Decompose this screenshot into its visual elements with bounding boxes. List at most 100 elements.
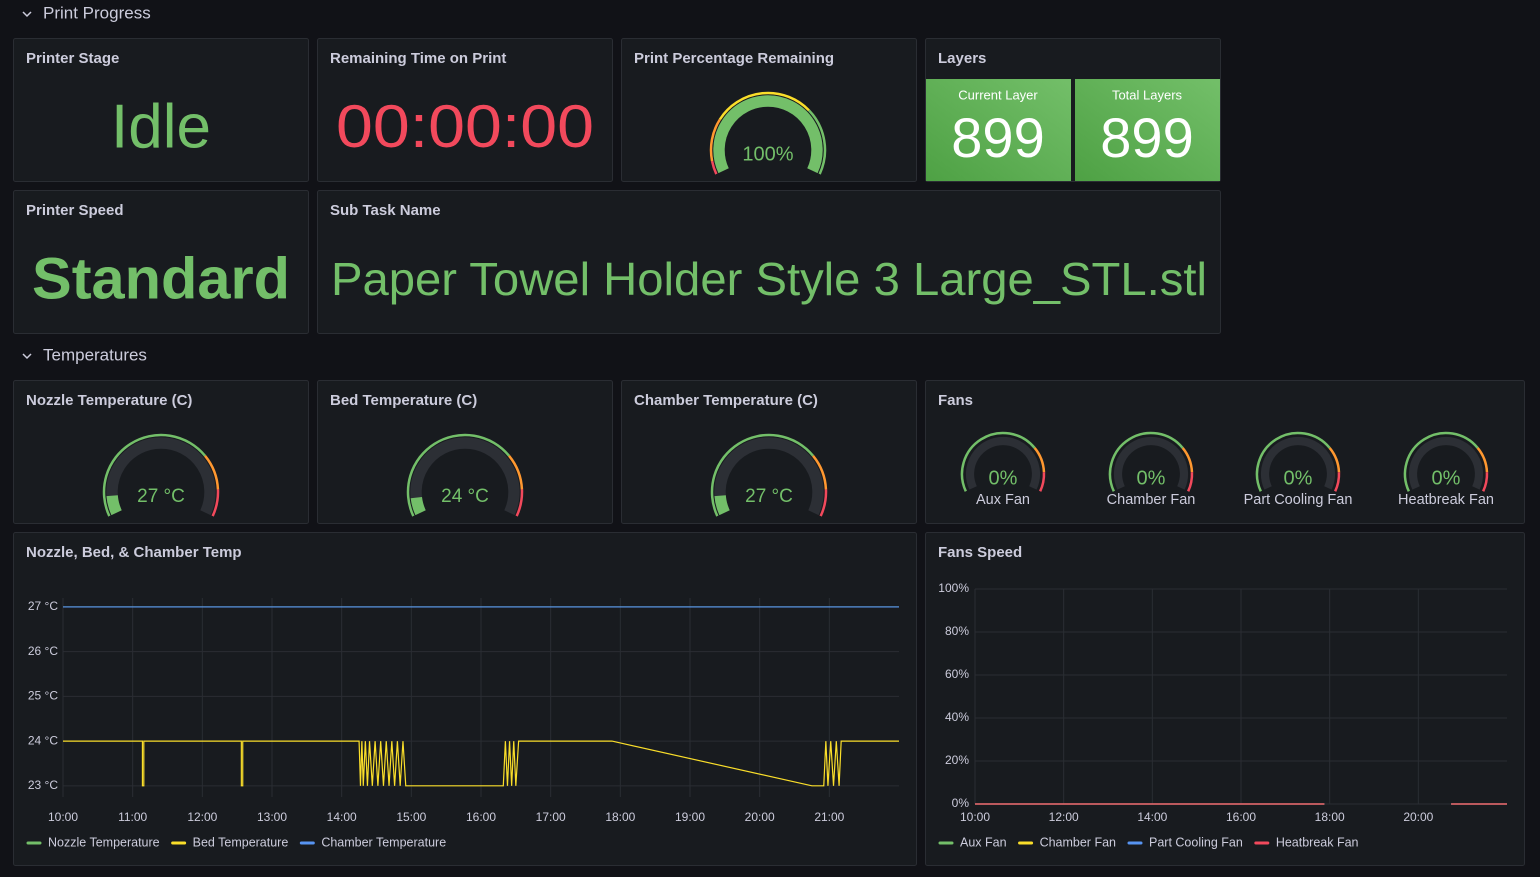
panel-title: Remaining Time on Print xyxy=(330,50,506,67)
gauge-name: Chamber Fan xyxy=(1107,492,1196,508)
x-tick-label: 19:00 xyxy=(675,810,705,824)
legend-label: Part Cooling Fan xyxy=(1149,835,1243,849)
panel xyxy=(925,380,1525,524)
gauge-label: 100% xyxy=(742,143,793,165)
panel xyxy=(925,532,1525,866)
legend-label: Bed Temperature xyxy=(193,835,289,849)
x-tick-label: 13:00 xyxy=(257,810,287,824)
panel xyxy=(13,190,309,334)
gauge-threshold xyxy=(808,109,827,175)
panel xyxy=(13,380,309,524)
stat-value: 899 xyxy=(951,106,1044,169)
gauge-threshold xyxy=(709,118,721,162)
gauge-label: 27 °C xyxy=(137,486,185,507)
x-tick-label: 10:00 xyxy=(48,810,78,824)
x-tick-label: 12:00 xyxy=(1049,810,1079,824)
y-tick-label: 40% xyxy=(945,710,969,724)
gauge-threshold xyxy=(102,433,207,517)
stat-label: Current Layer xyxy=(958,87,1038,102)
gauge-threshold xyxy=(1039,472,1046,492)
gauge-threshold xyxy=(1181,447,1194,473)
x-tick-label: 12:00 xyxy=(187,810,217,824)
x-tick-label: 14:00 xyxy=(327,810,357,824)
section-title[interactable]: Temperatures xyxy=(43,345,147,364)
gauge-threshold xyxy=(1033,447,1046,473)
y-tick-label: 26 °C xyxy=(28,644,58,658)
legend-label: Nozzle Temperature xyxy=(48,835,160,849)
stat-value: Standard xyxy=(32,246,290,311)
y-tick-label: 24 °C xyxy=(28,733,58,747)
gauge-track xyxy=(1408,436,1484,490)
stat-label: Total Layers xyxy=(1112,87,1183,102)
collapse-chevron[interactable] xyxy=(22,353,32,360)
gauge-track xyxy=(1113,436,1189,490)
gauge-track xyxy=(106,437,216,516)
gauge-threshold xyxy=(1403,431,1479,492)
x-tick-label: 16:00 xyxy=(1226,810,1256,824)
gauge-value xyxy=(714,495,730,516)
y-tick-label: 23 °C xyxy=(28,778,58,792)
gauge-track xyxy=(1260,436,1336,490)
collapse-chevron[interactable] xyxy=(22,11,32,18)
panel xyxy=(317,190,1221,334)
stat-value: Paper Towel Holder Style 3 Large_STL.stl xyxy=(331,253,1207,305)
x-tick-label: 20:00 xyxy=(745,810,775,824)
panel xyxy=(621,38,917,182)
legend-label: Heatbreak Fan xyxy=(1276,835,1359,849)
gauge-threshold xyxy=(1476,447,1489,473)
gauge-name: Part Cooling Fan xyxy=(1244,492,1353,508)
gauge-label: 0% xyxy=(989,467,1018,489)
y-tick-label: 20% xyxy=(945,753,969,767)
y-tick-label: 25 °C xyxy=(28,689,58,703)
x-tick-label: 11:00 xyxy=(118,810,147,824)
x-tick-label: 17:00 xyxy=(536,810,566,824)
gauge-threshold xyxy=(204,455,220,490)
panel xyxy=(13,532,917,866)
panel-title: Layers xyxy=(938,50,986,67)
panel-title: Nozzle Temperature (C) xyxy=(26,392,192,409)
gauge-label: 0% xyxy=(1284,467,1313,489)
gauge-threshold xyxy=(819,489,828,517)
panel xyxy=(317,380,613,524)
gauge-threshold xyxy=(1187,472,1194,492)
y-tick-label: 100% xyxy=(938,581,969,595)
gauge-label: 27 °C xyxy=(745,486,793,507)
legend-label: Chamber Fan xyxy=(1040,835,1116,849)
gauge-value xyxy=(410,496,426,516)
gauge-name: Heatbreak Fan xyxy=(1398,492,1494,508)
x-tick-label: 16:00 xyxy=(466,810,496,824)
panel-title: Printer Stage xyxy=(26,50,119,67)
x-tick-label: 20:00 xyxy=(1403,810,1433,824)
x-tick-label: 10:00 xyxy=(960,810,990,824)
x-tick-label: 18:00 xyxy=(1315,810,1345,824)
panel-title: Bed Temperature (C) xyxy=(330,392,477,409)
panel-title: Chamber Temperature (C) xyxy=(634,392,818,409)
series-line xyxy=(63,740,899,787)
gauge-threshold xyxy=(1482,472,1489,492)
panel-title: Printer Speed xyxy=(26,202,124,219)
legend-label: Aux Fan xyxy=(960,835,1007,849)
legend-label: Chamber Temperature xyxy=(321,835,446,849)
y-tick-label: 27 °C xyxy=(28,599,58,613)
gauge-threshold xyxy=(211,489,220,517)
gauge-threshold xyxy=(812,455,828,490)
x-tick-label: 21:00 xyxy=(814,810,844,824)
y-tick-label: 60% xyxy=(945,667,969,681)
section-title[interactable]: Print Progress xyxy=(43,3,151,22)
stat-value: 899 xyxy=(1100,106,1193,169)
panel xyxy=(317,38,613,182)
gauge-threshold xyxy=(718,91,810,121)
x-tick-label: 15:00 xyxy=(396,810,426,824)
gauge-name: Aux Fan xyxy=(976,492,1030,508)
panel-title: Nozzle, Bed, & Chamber Temp xyxy=(26,544,242,561)
x-tick-label: 14:00 xyxy=(1137,810,1167,824)
stat-tile xyxy=(926,79,1071,181)
stat-value: 00:00:00 xyxy=(336,93,594,160)
gauge-track xyxy=(965,436,1041,490)
panel-title: Sub Task Name xyxy=(330,202,441,219)
panel-title: Fans xyxy=(938,392,973,409)
x-tick-label: 18:00 xyxy=(605,810,635,824)
panel-title: Print Percentage Remaining xyxy=(634,50,834,67)
